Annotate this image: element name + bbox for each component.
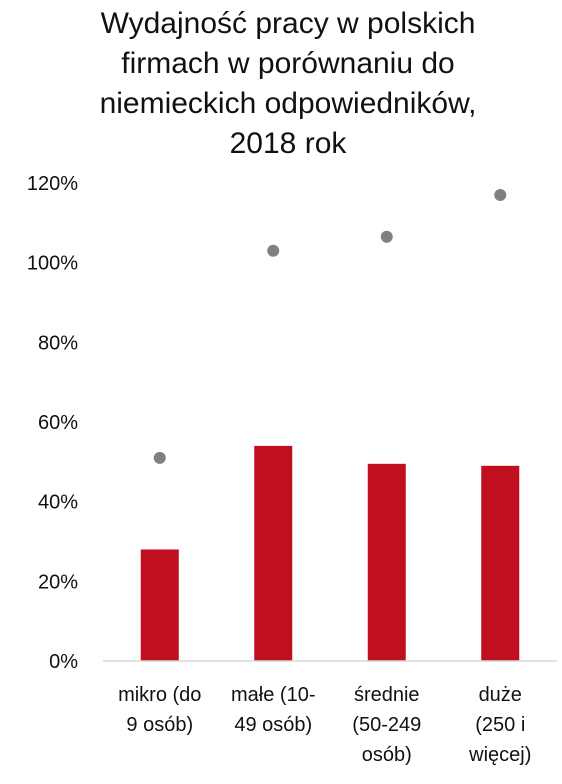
x-tick-label: (250 i	[475, 714, 525, 736]
y-tick-label: 80%	[38, 332, 78, 354]
bar	[140, 549, 179, 661]
x-tick-label: 9 osób)	[126, 714, 193, 736]
data-point	[267, 244, 280, 257]
chart-title-line: niemieckich odpowiedników,	[99, 87, 477, 120]
y-tick-label: 120%	[27, 173, 78, 195]
x-tick-label: duże	[479, 684, 522, 706]
x-tick-label: małe (10-	[231, 684, 315, 706]
bar	[254, 445, 293, 661]
chart-title-line: Wydajność pracy w polskich	[100, 7, 476, 40]
y-tick-label: 40%	[38, 492, 78, 514]
x-tick-label: 49 osób)	[234, 714, 312, 736]
chart-title-line: 2018 rok	[229, 127, 347, 160]
x-tick-label: osób)	[362, 744, 412, 766]
data-point	[153, 451, 166, 464]
x-tick-label: średnie	[354, 684, 420, 706]
bar	[481, 465, 520, 661]
y-tick-label: 100%	[27, 253, 78, 275]
chart-title: Wydajność pracy w polskich firmach w poró…	[30, 4, 546, 164]
data-point	[494, 188, 507, 201]
bar	[367, 463, 406, 661]
data-point	[380, 230, 393, 243]
y-tick-label: 20%	[38, 571, 78, 593]
x-tick-label: (50-249	[352, 714, 421, 736]
chart-title-line: firmach w porównaniu do	[121, 47, 455, 80]
y-tick-label: 0%	[49, 651, 78, 673]
y-tick-label: 60%	[38, 412, 78, 434]
x-tick-label: mikro (do	[118, 684, 201, 706]
x-tick-label: więcej)	[468, 744, 531, 766]
